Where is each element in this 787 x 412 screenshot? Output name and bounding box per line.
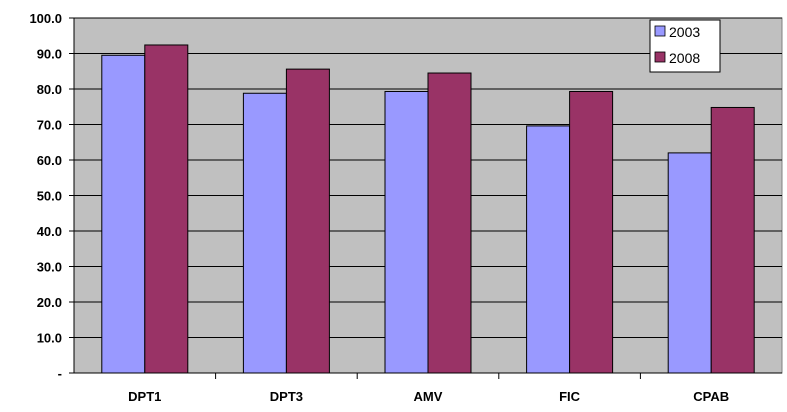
y-tick-label: 50.0 — [37, 189, 62, 204]
y-tick-label: 90.0 — [37, 47, 62, 62]
legend-swatch-2008 — [654, 51, 666, 63]
bar-2003-amv — [384, 90, 429, 374]
x-tick-label: FIC — [559, 389, 581, 404]
bar-2008-dpt3 — [285, 68, 330, 374]
x-tick-label: DPT3 — [270, 389, 303, 404]
y-tick-labels: - 10.0 20.0 30.0 40.0 50.0 60.0 70.0 80.0 90.0 100… — [29, 11, 74, 381]
bar-2008-dpt1 — [144, 44, 189, 374]
y-tick-label: 10.0 — [37, 331, 62, 346]
x-tick-labels: DPT1 DPT3 AMV FIC CPAB — [128, 373, 729, 404]
legend-swatch-2003 — [654, 25, 666, 37]
bar-2003-dpt3 — [242, 92, 287, 374]
legend-label-2003: 2003 — [669, 24, 700, 40]
bar-2003-dpt1 — [101, 54, 146, 374]
y-tick-label: 80.0 — [37, 82, 62, 97]
y-tick-label: 60.0 — [37, 153, 62, 168]
y-tick-label: 30.0 — [37, 260, 62, 275]
x-tick-label: AMV — [414, 389, 443, 404]
legend: 2003 2008 — [649, 19, 721, 73]
bar-2008-cpab — [710, 106, 755, 374]
bar-2008-fic — [569, 90, 614, 374]
y-tick-label: 70.0 — [37, 118, 62, 133]
bar-2008-amv — [427, 72, 472, 374]
y-tick-label: 100.0 — [29, 11, 62, 26]
bar-2003-fic — [526, 125, 571, 374]
x-tick-label: CPAB — [693, 389, 729, 404]
y-tick-label: 40.0 — [37, 224, 62, 239]
y-tick-label: 20.0 — [37, 295, 62, 310]
bar-2003-cpab — [667, 152, 712, 374]
legend-label-2008: 2008 — [669, 50, 700, 66]
gridlines — [74, 17, 782, 338]
y-tick-label: - — [58, 366, 62, 381]
x-tick-label: DPT1 — [128, 389, 161, 404]
